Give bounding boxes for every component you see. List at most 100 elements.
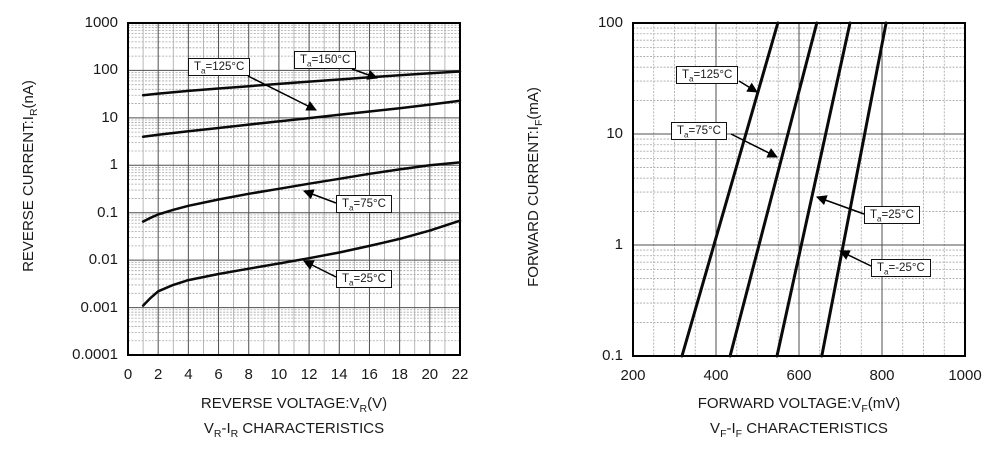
annotation-arrow-2 xyxy=(303,189,337,204)
subscript-text: R xyxy=(28,108,40,117)
subscript-text: a xyxy=(349,278,354,288)
x-tick-label: 800 xyxy=(869,367,895,384)
label-text: V xyxy=(203,420,214,437)
y-tick-label: 0.001 xyxy=(80,298,118,316)
label-text: FORWARD VOLTAGE:V xyxy=(697,395,862,412)
x-axis-title: REVERSE VOLTAGE:VR(V) xyxy=(124,394,464,414)
label-text: REVERSE VOLTAGE:V xyxy=(200,395,360,412)
x-tick-label: 16 xyxy=(361,366,378,383)
label-text: FORWARD CURRENT:I xyxy=(525,126,542,287)
curve-ta-125-c xyxy=(680,21,780,358)
y-tick-label: 100 xyxy=(597,14,623,31)
label-text: (V) xyxy=(367,395,388,412)
series-label-box-1: Ta=150°C xyxy=(294,51,357,69)
label-text: =150°C xyxy=(311,54,351,66)
x-tick-label: 600 xyxy=(786,367,812,384)
label-text: (mA) xyxy=(525,87,542,120)
label-text: CHARACTERISTICS xyxy=(742,420,888,437)
label-text: =125°C xyxy=(693,69,733,81)
label-text: T xyxy=(877,262,885,274)
label-text: (nA) xyxy=(20,80,37,109)
y-tick-label: 1000 xyxy=(84,14,118,31)
subscript-text: F xyxy=(861,403,868,415)
label-text: T xyxy=(870,209,878,221)
label-text: REVERSE CURRENT:I xyxy=(20,116,37,272)
y-tick-label: 10 xyxy=(606,125,623,142)
label-text: V xyxy=(710,420,721,437)
label-text: -I xyxy=(726,420,736,437)
subscript-text: F xyxy=(533,119,545,127)
label-text: T xyxy=(194,61,202,73)
series-label-box-0: Ta=125°C xyxy=(188,58,251,76)
label-text: =25°C xyxy=(353,273,386,285)
y-tick-label: 1 xyxy=(614,236,623,253)
label-text: (mV) xyxy=(867,395,901,412)
curve-ta-75-c xyxy=(141,161,462,223)
annotation-arrow-3 xyxy=(839,250,872,267)
x-tick-label: 400 xyxy=(703,367,729,384)
series-label-box-3: Ta=-25°C xyxy=(871,259,931,277)
chart-title: VF-IF CHARACTERISTICS xyxy=(629,419,969,439)
label-text: =125°C xyxy=(205,61,245,73)
x-tick-label: 14 xyxy=(330,366,348,383)
y-tick-label: 0.1 xyxy=(602,347,623,364)
subscript-text: F xyxy=(720,428,727,440)
label-text: T xyxy=(342,273,350,285)
subscript-text: a xyxy=(877,214,882,224)
x-tick-label: 10 xyxy=(270,366,288,383)
y-tick-label: 1 xyxy=(109,156,118,174)
x-tick-label: 20 xyxy=(421,366,439,383)
annotation-arrow-1 xyxy=(351,68,378,80)
y-tick-label: 10 xyxy=(101,108,118,126)
label-text: =-25°C xyxy=(888,262,925,274)
label-text: T xyxy=(682,69,690,81)
series-label-box-2: Ta=25°C xyxy=(864,206,920,224)
annotation-arrow-3 xyxy=(303,260,337,278)
series-label-box-1: Ta=75°C xyxy=(671,122,727,140)
annotation-arrow-1 xyxy=(730,133,778,158)
subscript-text: R xyxy=(230,428,239,440)
subscript-text: F xyxy=(735,428,743,440)
x-tick-label: 1000 xyxy=(948,367,982,384)
curve-ta-25-c xyxy=(141,219,462,307)
annotation-arrow-2 xyxy=(816,195,865,215)
curve-ta-25-c xyxy=(775,21,852,358)
plot-frame xyxy=(127,22,461,356)
x-tick-label: 22 xyxy=(451,366,469,383)
subscript-text: a xyxy=(684,130,689,140)
y-tick-label: 0.1 xyxy=(97,203,118,221)
label-text: T xyxy=(300,54,308,66)
subscript-text: a xyxy=(884,267,889,277)
label-text: =75°C xyxy=(353,198,386,210)
label-text: =25°C xyxy=(881,209,914,221)
y-tick-label: 0.0001 xyxy=(72,346,118,363)
subscript-text: a xyxy=(689,74,694,84)
x-tick-label: 8 xyxy=(244,366,253,383)
curve-ta-125-c xyxy=(141,99,462,138)
chart-0 xyxy=(127,22,462,356)
x-tick-label: 6 xyxy=(214,366,223,383)
x-tick-label: 12 xyxy=(300,366,318,383)
subscript-text: a xyxy=(307,59,312,69)
label-text: =75°C xyxy=(688,125,721,137)
label-text: CHARACTERISTICS xyxy=(238,420,385,437)
series-label-box-2: Ta=75°C xyxy=(336,195,392,213)
curve-ta-75-c xyxy=(728,21,819,358)
curve-ta-150-c xyxy=(141,70,462,97)
subscript-text: a xyxy=(349,203,354,213)
x-tick-label: 2 xyxy=(154,366,163,383)
subscript-text: a xyxy=(201,66,206,76)
chart-title: VR-IR CHARACTERISTICS xyxy=(124,419,464,439)
series-label-box-3: Ta=25°C xyxy=(336,270,392,288)
x-tick-label: 200 xyxy=(620,367,646,384)
grid-minor xyxy=(128,23,460,355)
subscript-text: R xyxy=(213,428,222,440)
series-label-box-0: Ta=125°C xyxy=(676,66,739,84)
y-tick-label: 0.01 xyxy=(88,251,118,269)
annotation-arrow-0 xyxy=(738,80,758,93)
plot-frame xyxy=(632,22,966,357)
subscript-text: R xyxy=(359,403,368,415)
curve-ta-25-c xyxy=(820,21,888,358)
